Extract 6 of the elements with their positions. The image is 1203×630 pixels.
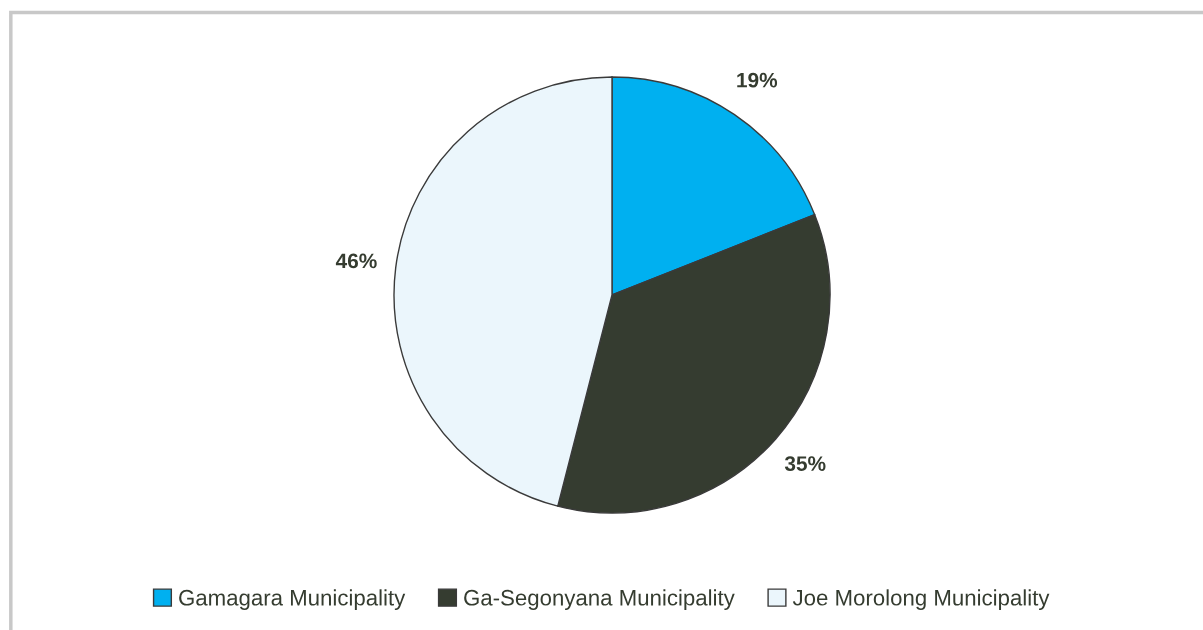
data-label: 46% — [335, 253, 377, 269]
legend-label: Ga-Segonyana Municipality — [464, 589, 735, 610]
data-label: 35% — [784, 456, 826, 471]
data-label: 19% — [737, 72, 778, 88]
legend-label: Joe Morolong Municipality — [792, 589, 1050, 610]
legend-label: Gamagara Municipality — [179, 589, 406, 610]
